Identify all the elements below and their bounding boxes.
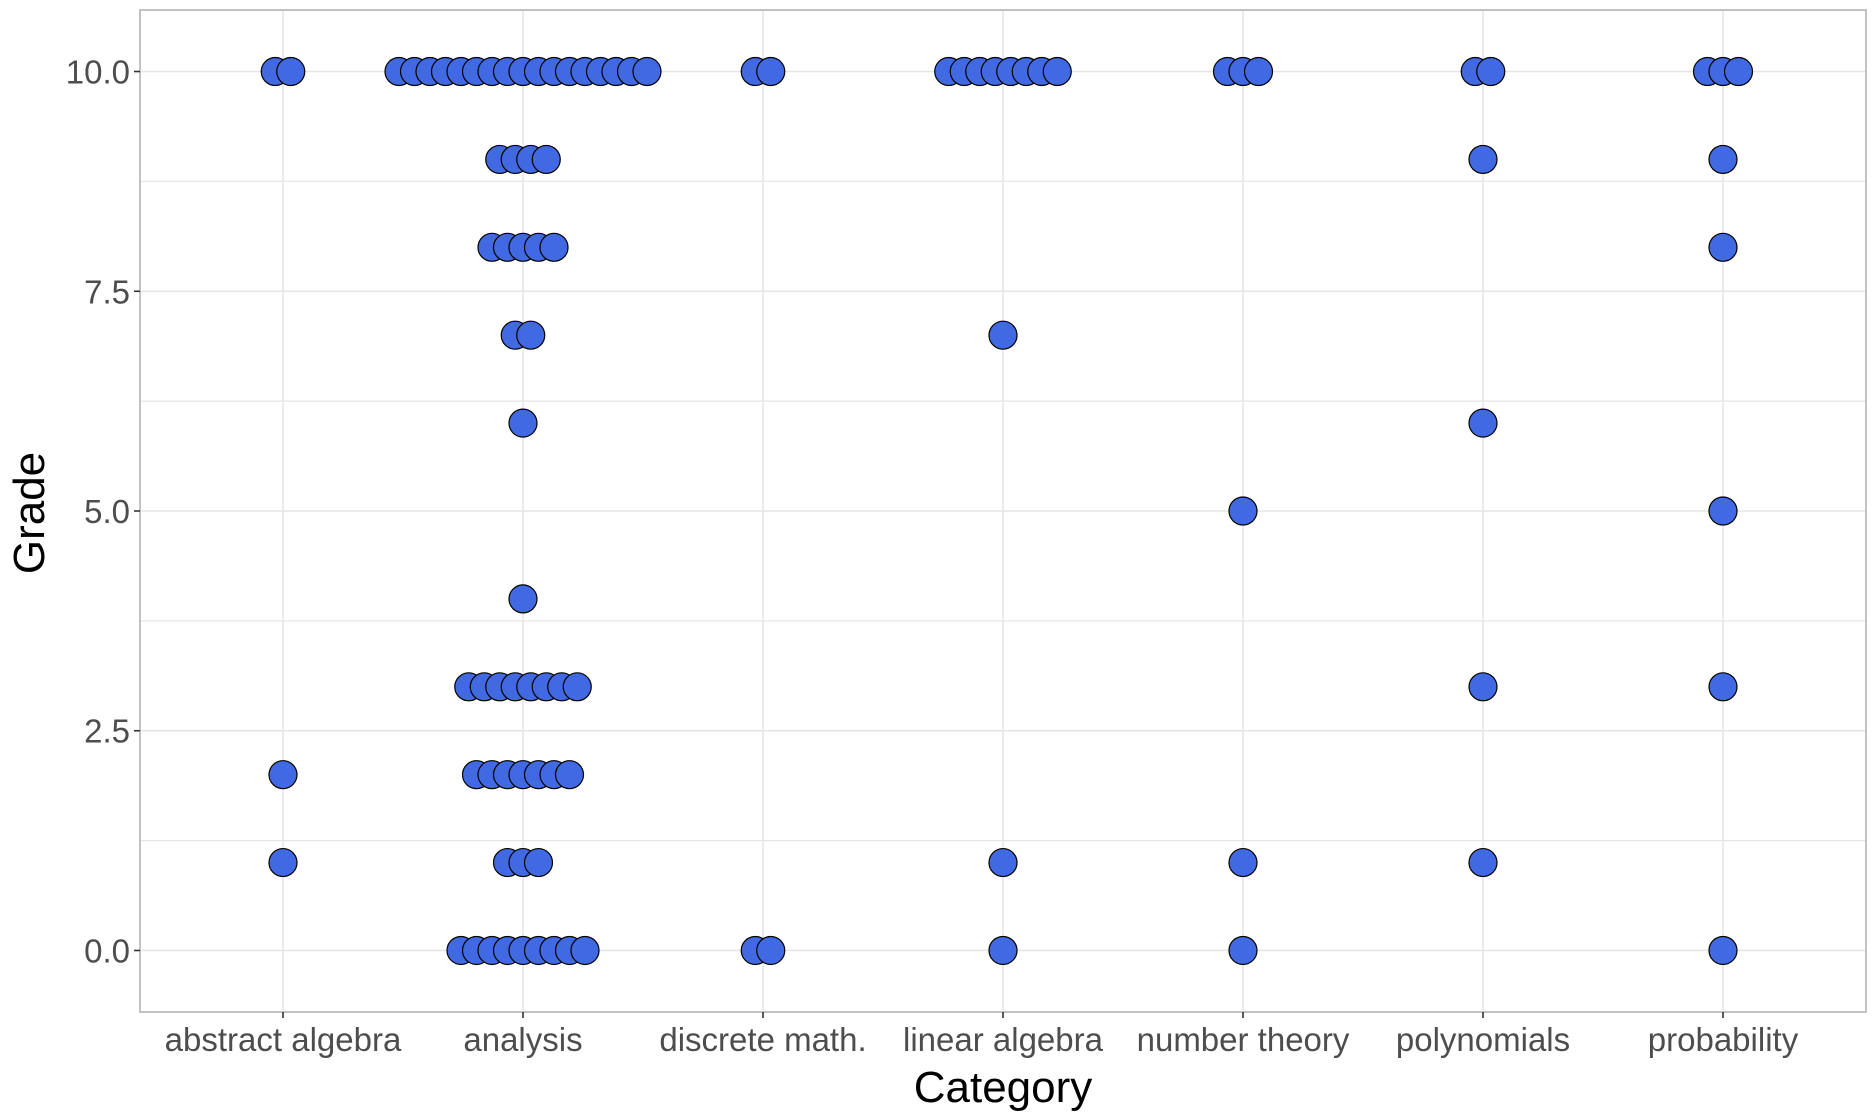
- data-point: [508, 408, 538, 438]
- data-point: [531, 144, 561, 175]
- y-tick-label: 10.0: [66, 54, 130, 91]
- data-point: [1228, 935, 1258, 966]
- data-point: [1708, 935, 1738, 966]
- data-point: [1468, 847, 1498, 878]
- data-point: [1708, 496, 1738, 526]
- data-point: [508, 584, 538, 614]
- data-point: [1708, 672, 1738, 702]
- data-point: [1042, 56, 1072, 87]
- data-point: [1723, 56, 1754, 87]
- y-tick-label: 0.0: [84, 932, 130, 969]
- data-point: [554, 760, 585, 790]
- data-point: [988, 320, 1018, 350]
- y-axis: 0.0 2.5 5.0 7.5 10.0: [66, 54, 140, 969]
- x-tick-label: analysis: [463, 1021, 582, 1058]
- data-point: [1468, 408, 1498, 438]
- x-tick-label: probability: [1648, 1021, 1799, 1058]
- x-tick-label: number theory: [1137, 1021, 1350, 1058]
- x-axis: abstract algebra analysis discrete math. li…: [165, 1012, 1799, 1058]
- data-point: [1228, 847, 1258, 878]
- x-tick-label: polynomials: [1396, 1021, 1570, 1058]
- data-point: [1708, 144, 1738, 175]
- x-tick-label: linear algebra: [903, 1021, 1104, 1058]
- data-point: [988, 935, 1018, 966]
- data-point: [756, 56, 786, 87]
- y-tick-label: 2.5: [84, 713, 130, 750]
- data-point: [1476, 56, 1506, 87]
- x-tick-label: abstract algebra: [165, 1021, 402, 1058]
- data-point: [988, 847, 1018, 878]
- data-point: [1468, 144, 1498, 175]
- data-point: [276, 56, 306, 87]
- data-point: [756, 935, 786, 966]
- data-point: [632, 56, 662, 87]
- x-tick-label: discrete math.: [659, 1021, 866, 1058]
- y-tick-label: 5.0: [84, 493, 130, 530]
- data-point: [268, 847, 298, 878]
- data-point: [1468, 672, 1498, 702]
- data-point: [523, 847, 554, 878]
- y-tick-label: 7.5: [84, 273, 130, 310]
- data-point: [1708, 232, 1738, 262]
- data-point: [539, 232, 569, 262]
- data-point: [268, 760, 298, 790]
- data-point: [562, 672, 592, 702]
- x-axis-title: Category: [914, 1063, 1093, 1112]
- points-layer: [260, 56, 1754, 966]
- y-axis-title: Grade: [5, 452, 54, 574]
- data-point: [1243, 56, 1274, 87]
- data-point: [1228, 496, 1258, 526]
- data-point: [570, 935, 600, 966]
- data-point: [516, 320, 546, 350]
